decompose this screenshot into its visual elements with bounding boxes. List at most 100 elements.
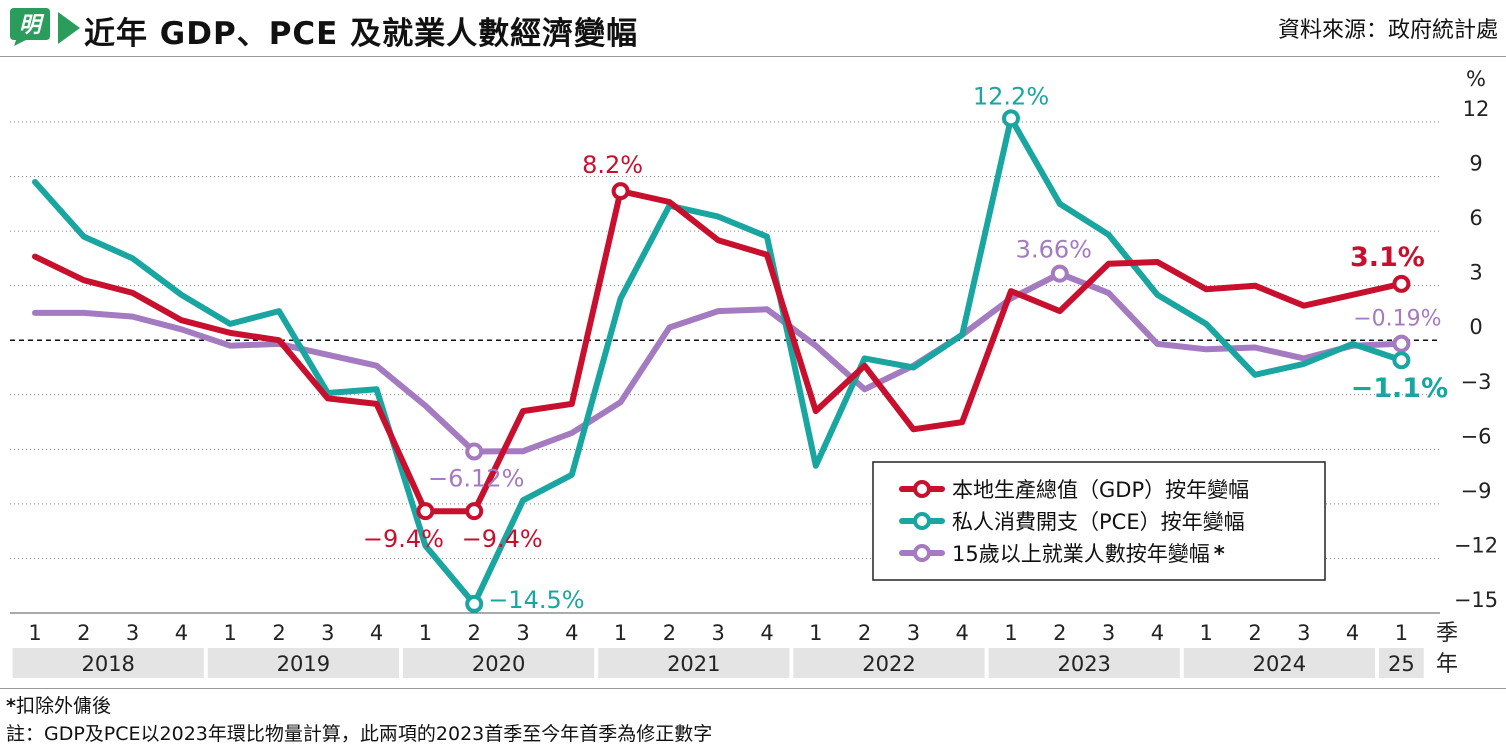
footnote-note: 註：GDP及PCE以2023年環比物量計算，此兩項的2023首季至今年首季為修正… [6,723,713,745]
quarter-tick-label: 4 [175,621,188,645]
data-label: 3.1% [1350,242,1425,273]
quarter-tick-label: 2 [272,621,285,645]
year-band [598,648,790,678]
quarter-tick-label: 1 [1200,621,1213,645]
data-point-marker [1392,334,1411,353]
quarter-tick-label: 4 [1346,621,1359,645]
data-label: −6.12% [428,465,524,493]
legend-swatch-marker [913,544,931,562]
year-tick-label: 25 [1388,652,1415,676]
quarter-tick-label: 3 [516,621,529,645]
y-tick-label: 12 [1463,97,1490,121]
year-band [403,648,595,678]
y-tick-label: −15 [1454,588,1498,612]
quarter-tick-label: 1 [1395,621,1408,645]
legend-entry-label: 私人消費開支（PCE）按年變幅 [952,510,1245,534]
data-source: 資料來源：政府統計處 [1277,18,1498,43]
header-divider [0,56,1506,57]
quarter-tick-label: 3 [907,621,920,645]
quarter-tick-label: 2 [858,621,871,645]
y-unit-label: % [1466,67,1486,91]
year-tick-label: 2020 [472,652,525,676]
quarter-tick-label: 1 [419,621,432,645]
year-band [988,648,1180,678]
year-band [793,648,985,678]
y-tick-label: −9 [1461,479,1492,503]
year-tick-label: 2021 [667,652,720,676]
grid-lines [10,121,1440,614]
data-label: −1.1% [1351,373,1449,404]
y-tick-label: −6 [1461,424,1492,448]
quarter-tick-label: 1 [809,621,822,645]
quarter-tick-label: 4 [1151,621,1164,645]
y-tick-label: 9 [1469,152,1482,176]
quarter-tick-label: 1 [1004,621,1017,645]
year-band [1183,648,1375,678]
data-label: −9.4% [363,525,444,553]
footnote-star-mark: * [6,695,16,717]
quarter-tick-label: 2 [663,621,676,645]
year-band [1379,648,1424,678]
series-line-0 [32,188,1405,515]
quarter-tick-label: 1 [28,621,41,645]
data-point-marker [1002,109,1020,128]
data-point-marker [1392,274,1411,293]
year-band [207,648,399,678]
data-point-marker [1392,351,1411,370]
quarter-tick-label: 3 [321,621,334,645]
data-point-marker [465,442,484,461]
quarter-tick-label: 2 [468,621,481,645]
legend-swatch-marker [913,512,931,530]
data-label: −9.4% [462,525,543,553]
year-band [12,648,204,678]
quarter-tick-label: 4 [565,621,578,645]
year-tick-label: 2023 [1057,652,1110,676]
data-label: 8.2% [582,151,643,179]
chart-title: 近年 GDP、PCE 及就業人數經濟變幅 [84,16,639,52]
data-point-marker [416,502,435,521]
quarter-tick-label: 2 [1053,621,1066,645]
data-point-marker [465,502,484,521]
quarter-tick-label: 2 [1248,621,1261,645]
footnote-star: *扣除外傭後 [6,692,712,720]
logo-text: 明 [19,12,45,38]
quarter-tick-label: 1 [614,621,627,645]
series-line-1 [32,115,1405,607]
quarter-tick-label: 3 [1297,621,1310,645]
year-row-label: 年 [1436,652,1458,677]
quarter-tick-label: 3 [1102,621,1115,645]
series-lines [32,109,1411,613]
year-tick-label: 2019 [277,652,330,676]
data-point-marker [611,182,630,201]
legend-swatch-marker [913,480,931,498]
quarter-row-label: 季 [1436,621,1458,646]
data-labels: −9.4% −9.4% 8.2% 3.1% −14.5% 12.2% −1.1% −6.12%… [363,82,1448,614]
data-label: 3.66% [1016,236,1092,264]
data-label: 12.2% [973,82,1049,110]
legend-entry-label: 15歲以上就業人數按年變幅 * [952,542,1225,566]
footnote-star-text: 扣除外傭後 [15,695,111,717]
y-tick-label: −12 [1454,533,1498,557]
ming-pao-logo: 明 [10,8,50,46]
quarter-tick-label: 3 [126,621,139,645]
quarter-tick-label: 4 [760,621,773,645]
quarter-tick-label: 3 [712,621,725,645]
y-tick-label: −3 [1461,370,1492,394]
year-tick-label: 2022 [862,652,915,676]
y-tick-label: 0 [1469,315,1482,339]
legend-entry-label: 本地生產總值（GDP）按年變幅 [952,478,1249,502]
footnotes: *扣除外傭後 註：GDP及PCE以2023年環比物量計算，此兩項的2023首季至… [6,692,712,748]
data-label: −0.19% [1353,307,1441,332]
data-point-marker [1050,264,1069,283]
quarter-tick-label: 4 [370,621,383,645]
quarter-tick-label: 1 [224,621,237,645]
footer-divider [0,688,1506,689]
year-tick-label: 2024 [1253,652,1306,676]
y-tick-labels: 12 9 6 3 0 −3 −6 −9 −12 −15 [1454,97,1498,612]
legend-box [872,461,1326,581]
quarter-tick-label: 2 [77,621,90,645]
data-label: −14.5% [488,586,584,614]
title-marker-icon [58,12,80,44]
x-axis-rows: 1 2 3 4 1 2 3 4 1 2 3 4 1 2 3 4 1 2 3 4 1 2 3 4 1 2 3 4 1 季 2018 2019 20… [12,621,1458,678]
